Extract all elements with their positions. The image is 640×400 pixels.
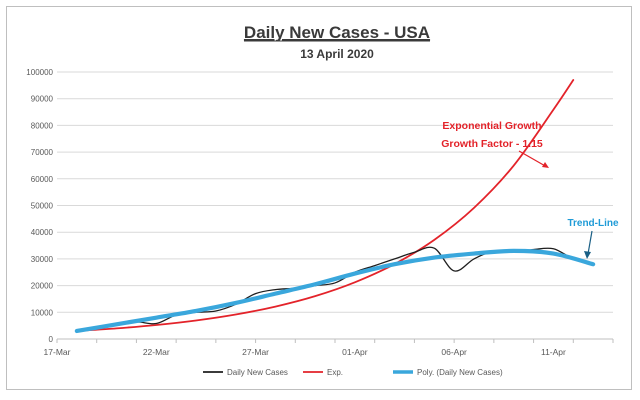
x-tick-label: 01-Apr [342,347,368,357]
series-poly-trend [74,248,596,334]
y-tick-label: 0 [49,335,54,344]
gridlines [57,71,613,313]
y-tick-label: 70000 [31,148,54,157]
y-tick-label: 80000 [31,121,54,130]
legend-exp-label: Exp. [327,368,343,377]
exp-annotation-arrowhead [542,162,549,168]
legend: Daily New Cases Exp. Poly. (Daily New Case… [203,368,503,377]
x-tick-label: 22-Mar [143,347,170,357]
chart-title: Daily New Cases - USA [244,23,430,42]
y-tick-label: 30000 [31,255,54,264]
chart-subtitle: 13 April 2020 [300,47,374,61]
trend-annotation-arrowhead [584,251,591,259]
x-tick-label: 11-Apr [541,347,566,357]
x-tick-label: 06-Apr [441,347,467,357]
y-tick-label: 10000 [31,308,54,317]
trend-annotation-label: Trend-Line [567,218,619,229]
x-tick-label: 17-Mar [44,347,71,357]
series [74,79,596,334]
y-tick-label: 50000 [31,202,54,211]
series-exp [75,79,575,332]
exp-annotation-line: Growth Factor - 1.15 [441,138,543,150]
y-tick-label: 90000 [31,95,54,104]
legend-daily-new-cases-label: Daily New Cases [227,368,288,377]
y-tick-label: 20000 [31,282,54,291]
exp-annotation-arrow [518,150,548,168]
y-tick-label: 40000 [31,228,54,237]
x-tick-label: 27-Mar [242,347,269,357]
legend-poly-trend-label: Poly. (Daily New Cases) [417,368,503,377]
y-tick-label: 100000 [26,68,53,77]
chart-frame: Daily New Cases - USA 13 April 2020 0 100… [6,6,632,390]
trend-annotation-arrow [587,230,593,255]
y-tick-label: 60000 [31,175,54,184]
axes: 0 10000 20000 30000 40000 50000 60000 70000 8000… [26,68,614,357]
daily-cases-chart: Daily New Cases - USA 13 April 2020 0 100… [26,23,619,377]
annotations: Exponential Growth Growth Factor - 1.15 Tr… [441,120,619,259]
exp-annotation-line: Exponential Growth [442,120,541,132]
